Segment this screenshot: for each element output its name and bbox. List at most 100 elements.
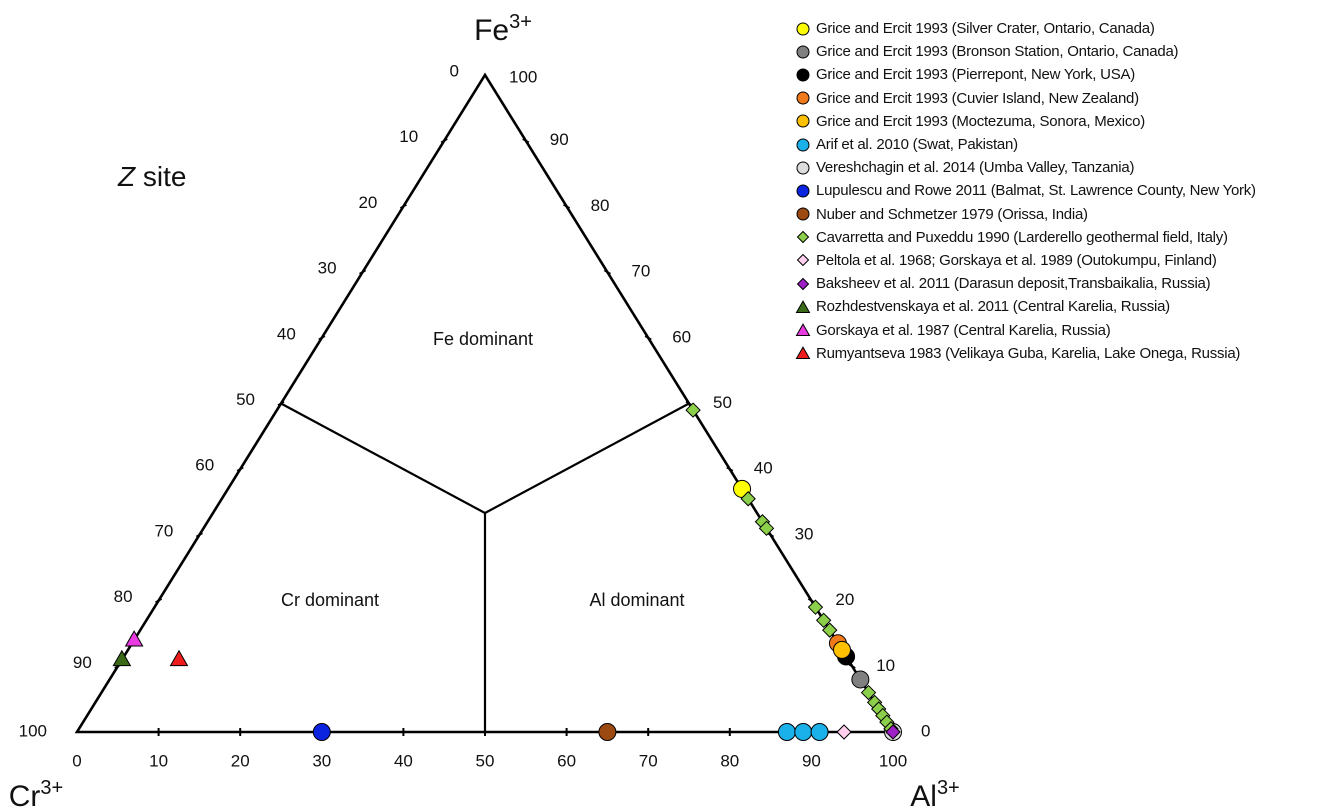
tick-label-left: 0 (450, 61, 459, 80)
tick-label-right: 40 (754, 459, 773, 478)
tick-label-left: 100 (19, 721, 47, 740)
circle-marker-icon (796, 114, 810, 128)
tick-label-bottom: 40 (394, 751, 413, 770)
data-point (758, 520, 775, 537)
data-point (124, 630, 144, 647)
data-point (860, 684, 877, 701)
legend-swatch (795, 346, 811, 360)
boundary-fe-al (484, 402, 690, 514)
legend-label: Grice and Ercit 1993 (Cuvier Island, New… (816, 89, 1139, 107)
tick-left (277, 400, 285, 407)
tick-left (155, 597, 163, 604)
circle-marker-icon (796, 207, 810, 221)
legend-label: Grice and Ercit 1993 (Silver Crater, Ont… (816, 20, 1155, 38)
data-point (169, 649, 189, 667)
tick-label-bottom: 20 (231, 751, 250, 770)
legend-swatch (796, 138, 810, 152)
legend-label: Vereshchagin et al. 2014 (Umba Valley, T… (816, 159, 1135, 177)
vertex-label-left: Cr3+ (9, 777, 63, 811)
legend-item: Grice and Ercit 1993 (Pierrepont, New Yo… (795, 63, 1340, 86)
tick-label-right: 60 (672, 327, 691, 346)
legend-swatch (796, 277, 810, 290)
legend-label: Rozhdestvenskaya et al. 2011 (Central Ka… (816, 298, 1170, 316)
legend-item: Grice and Ercit 1993 (Silver Crater, Ont… (795, 17, 1340, 40)
tick-label-right: 10 (876, 656, 895, 675)
tick-label-bottom: 30 (312, 751, 331, 770)
tick-label-left: 80 (114, 587, 133, 606)
legend-item: Arif et al. 2010 (Swat, Pakistan) (795, 133, 1340, 156)
triangle-marker-icon (795, 346, 811, 360)
legend-swatch (795, 300, 811, 313)
legend-swatch (795, 323, 811, 337)
legend-swatch (796, 254, 810, 267)
legend-label: Gorskaya et al. 1987 (Central Karelia, R… (816, 321, 1111, 339)
legend-swatch (796, 184, 810, 198)
tick-label-left: 10 (399, 127, 418, 146)
legend-swatch (796, 231, 810, 244)
tick-label-bottom: 0 (72, 751, 81, 770)
legend-label: Cavarretta and Puxeddu 1990 (Larderello … (816, 228, 1228, 246)
circle-marker-icon (796, 184, 810, 198)
legend-item: Peltola et al. 1968; Gorskaya et al. 198… (795, 249, 1340, 272)
legend-item: Lupulescu and Rowe 2011 (Balmat, St. Law… (795, 179, 1340, 202)
tick-left (399, 203, 407, 210)
triangle-marker-icon (795, 300, 811, 313)
tick-right (522, 138, 530, 144)
data-point (312, 723, 331, 741)
legend-label: Nuber and Schmetzer 1979 (Orissa, India) (816, 205, 1088, 223)
legend-swatch (796, 22, 810, 36)
tick-label-bottom: 70 (639, 751, 658, 770)
vertex-label-top: Fe3+ (474, 11, 532, 47)
data-point (598, 723, 617, 741)
triangle-marker-icon (795, 323, 811, 337)
legend-item: Gorskaya et al. 1987 (Central Karelia, R… (795, 318, 1340, 341)
tick-label-right: 20 (835, 590, 854, 609)
tick-left (359, 269, 367, 275)
tick-label-bottom: 50 (476, 751, 495, 770)
tick-right (848, 663, 856, 669)
legend-item: Rozhdestvenskaya et al. 2011 (Central Ka… (795, 295, 1340, 318)
legend-label: Baksheev et al. 2011 (Darasun deposit,Tr… (816, 275, 1211, 293)
tick-label-bottom: 80 (720, 751, 739, 770)
legend-item: Grice and Ercit 1993 (Cuvier Island, New… (795, 87, 1340, 110)
diamond-marker-icon (796, 254, 810, 267)
vertex-label-right: Al3+ (910, 777, 960, 811)
circle-marker-icon (796, 45, 810, 59)
site-label: Z site (117, 161, 186, 192)
tick-right (644, 335, 652, 341)
legend-swatch (796, 45, 810, 59)
legend-swatch (796, 207, 810, 221)
legend-item: Nuber and Schmetzer 1979 (Orissa, India) (795, 203, 1340, 226)
chart-legend: Grice and Ercit 1993 (Silver Crater, Ont… (795, 17, 1340, 365)
tick-label-right: 80 (591, 196, 610, 215)
data-point (740, 491, 756, 507)
tick-left (236, 466, 244, 472)
diamond-marker-icon (796, 231, 810, 244)
legend-label: Grice and Ercit 1993 (Bronson Station, O… (816, 43, 1179, 61)
tick-label-bottom: 10 (149, 751, 168, 770)
legend-item: Rumyantseva 1983 (Velikaya Guba, Karelia… (795, 342, 1340, 365)
data-point (794, 723, 813, 741)
data-point (685, 402, 701, 418)
boundary-fe-cr (280, 402, 486, 514)
data-point (815, 612, 832, 629)
legend-swatch (796, 91, 810, 105)
data-point (885, 724, 901, 740)
data-point (810, 723, 829, 741)
tick-label-right: 0 (921, 721, 930, 740)
data-point (833, 640, 851, 659)
tick-label-bottom: 100 (879, 751, 907, 770)
legend-item: Grice and Ercit 1993 (Moctezuma, Sonora,… (795, 110, 1340, 133)
legend-swatch (796, 68, 810, 82)
data-point (851, 670, 870, 689)
region-label: Cr dominant (281, 590, 379, 610)
circle-marker-icon (796, 91, 810, 105)
tick-label-bottom: 90 (802, 751, 821, 770)
tick-label-left: 60 (195, 456, 214, 475)
circle-marker-icon (796, 22, 810, 36)
legend-label: Grice and Ercit 1993 (Moctezuma, Sonora,… (816, 112, 1145, 130)
circle-marker-icon (796, 138, 810, 152)
legend-label: Peltola et al. 1968; Gorskaya et al. 198… (816, 251, 1217, 269)
data-point (777, 723, 796, 741)
